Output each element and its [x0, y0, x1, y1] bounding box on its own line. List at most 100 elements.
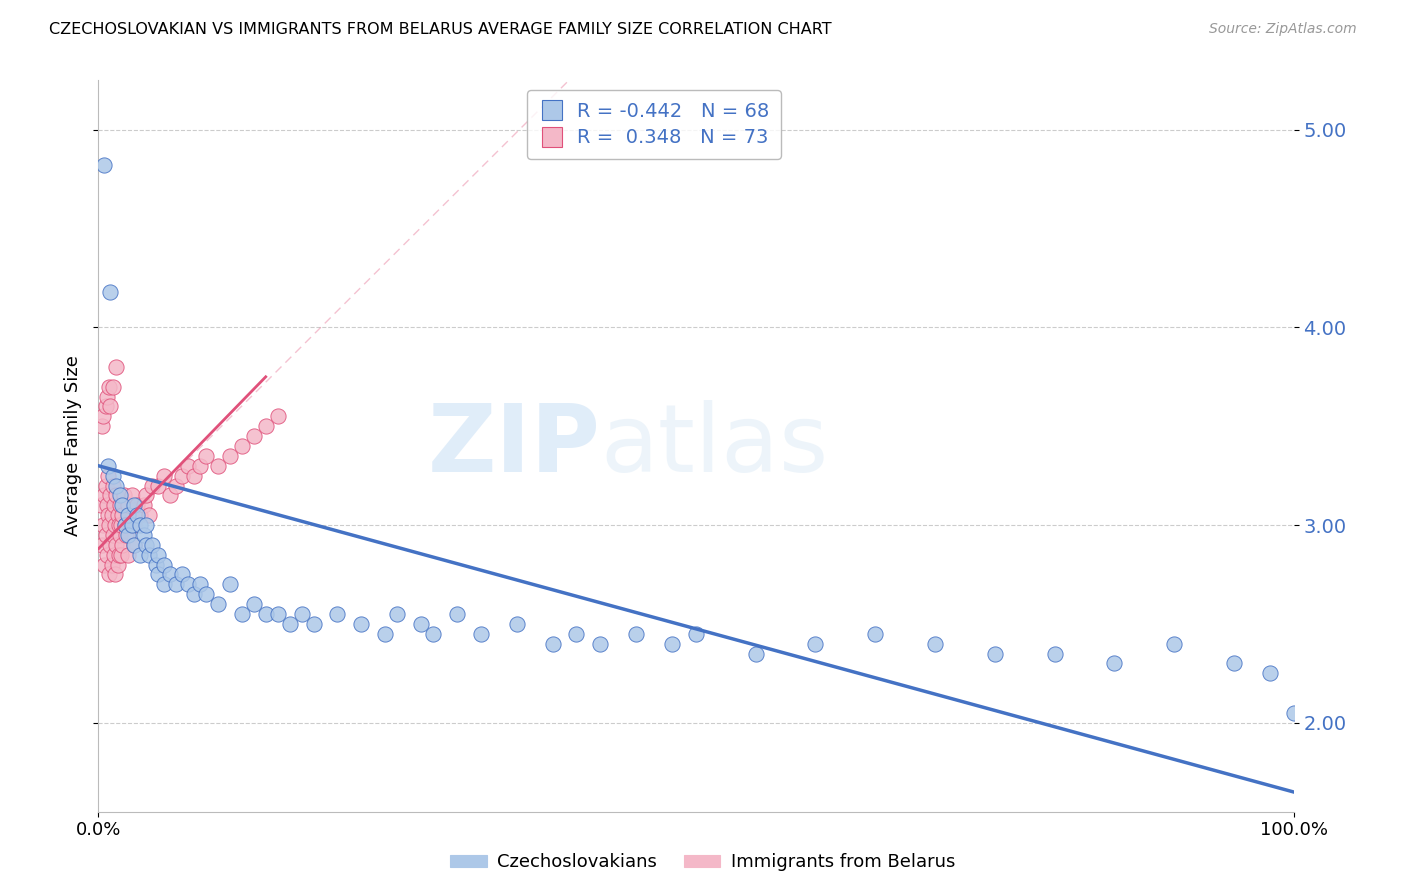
Point [177, 458, 200, 473]
Point [124, 498, 146, 512]
Point [91, 518, 114, 533]
Text: atlas: atlas [600, 400, 828, 492]
Point [111, 508, 134, 523]
Point [148, 567, 170, 582]
Point [98, 285, 122, 299]
Point [121, 488, 143, 502]
Point [98, 567, 121, 582]
Point [1223, 657, 1246, 671]
Point [302, 616, 325, 631]
Point [97, 508, 120, 523]
Point [129, 508, 152, 523]
Point [124, 538, 146, 552]
Point [153, 558, 176, 572]
Point [153, 577, 176, 591]
Point [90, 498, 112, 512]
Point [138, 508, 160, 523]
Point [141, 538, 163, 552]
Point [188, 458, 211, 473]
Point [148, 548, 170, 562]
Point [125, 498, 148, 512]
Legend: Czechoslovakians, Immigrants from Belarus: Czechoslovakians, Immigrants from Belaru… [443, 847, 963, 879]
Point [93, 488, 115, 502]
Point [117, 508, 139, 523]
Point [350, 616, 373, 631]
Point [108, 488, 131, 502]
Point [107, 518, 129, 533]
Point [243, 597, 266, 611]
Point [1163, 637, 1185, 651]
Point [470, 627, 492, 641]
Point [541, 637, 564, 651]
Point [125, 508, 148, 523]
Point [231, 439, 253, 453]
Point [101, 468, 124, 483]
Point [804, 637, 827, 651]
Point [159, 567, 181, 582]
Point [267, 409, 290, 424]
Point [110, 518, 132, 533]
Point [422, 627, 444, 641]
Point [117, 498, 139, 512]
Text: Source: ZipAtlas.com: Source: ZipAtlas.com [1209, 22, 1357, 37]
Point [93, 558, 115, 572]
Point [107, 508, 129, 523]
Point [135, 518, 157, 533]
Point [145, 558, 167, 572]
Point [98, 488, 122, 502]
Point [1043, 647, 1066, 661]
Text: CZECHOSLOVAKIAN VS IMMIGRANTS FROM BELARUS AVERAGE FAMILY SIZE CORRELATION CHART: CZECHOSLOVAKIAN VS IMMIGRANTS FROM BELAR… [49, 22, 832, 37]
Point [446, 607, 468, 621]
Point [115, 528, 138, 542]
Point [565, 627, 588, 641]
Point [141, 478, 163, 492]
Point [207, 597, 229, 611]
Point [117, 548, 139, 562]
Point [165, 478, 187, 492]
Point [385, 607, 409, 621]
Point [231, 607, 253, 621]
Point [105, 478, 128, 492]
Point [219, 449, 242, 463]
Point [177, 577, 200, 591]
Point [104, 518, 127, 533]
Point [104, 567, 127, 582]
Point [101, 528, 124, 542]
Point [108, 498, 131, 512]
Point [135, 538, 157, 552]
Point [326, 607, 349, 621]
Point [924, 637, 946, 651]
Point [129, 548, 152, 562]
Point [291, 607, 314, 621]
Point [98, 538, 122, 552]
Point [506, 616, 529, 631]
Point [148, 478, 170, 492]
Point [138, 548, 160, 562]
Point [254, 607, 277, 621]
Point [96, 548, 118, 562]
Point [188, 577, 211, 591]
Point [165, 577, 187, 591]
Point [121, 518, 143, 533]
Point [98, 380, 121, 394]
Point [124, 538, 146, 552]
Point [254, 419, 277, 434]
Point [100, 558, 122, 572]
Point [105, 538, 128, 552]
Point [103, 548, 125, 562]
Point [91, 419, 114, 434]
Point [105, 488, 128, 502]
Point [207, 458, 229, 473]
Point [745, 647, 768, 661]
Point [112, 488, 135, 502]
Point [94, 528, 117, 542]
Point [111, 538, 134, 552]
Point [97, 458, 120, 473]
Point [267, 607, 290, 621]
Point [91, 409, 114, 424]
Point [93, 158, 115, 172]
Point [111, 498, 134, 512]
Point [661, 637, 683, 651]
Y-axis label: Average Family Size: Average Family Size [65, 356, 83, 536]
Point [243, 429, 266, 443]
